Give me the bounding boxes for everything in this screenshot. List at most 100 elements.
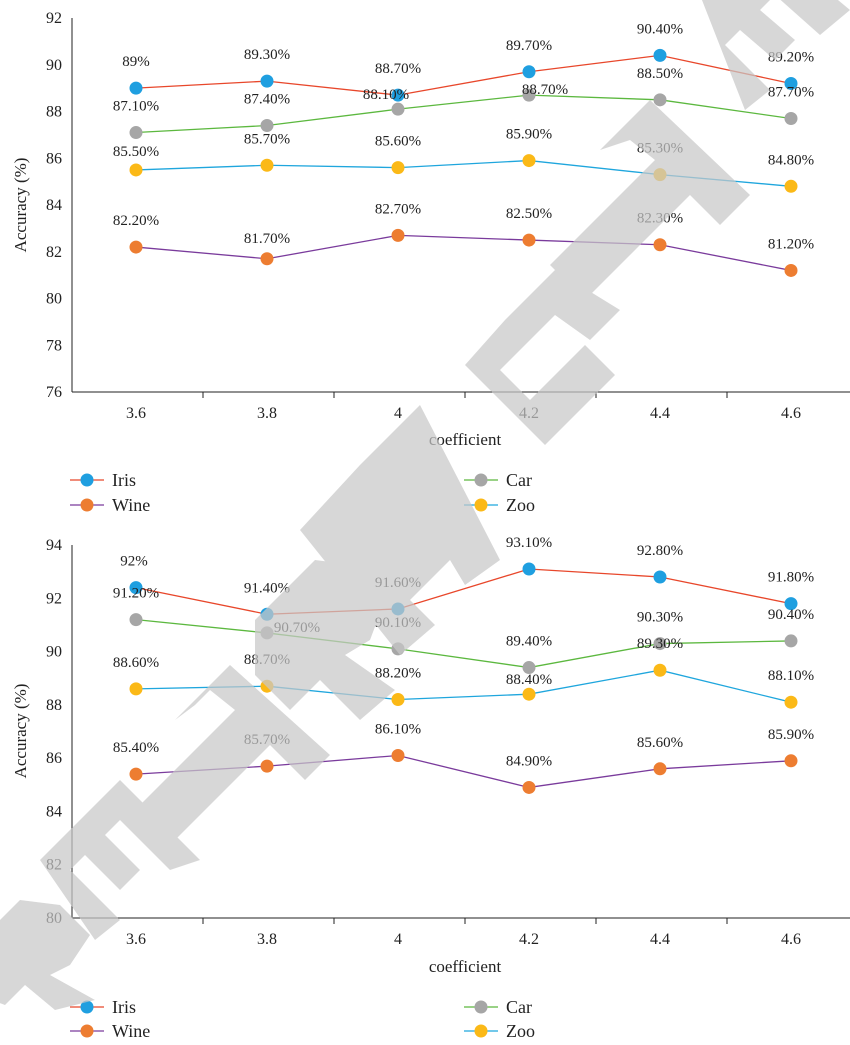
series-line-iris [135, 568, 792, 615]
y-tick-label: 78 [46, 337, 62, 354]
y-tick-label: 84 [46, 803, 62, 820]
data-point-wine [391, 748, 405, 762]
data-label-wine: 82.20% [113, 213, 159, 229]
data-label-iris: 89% [122, 54, 150, 70]
data-label-car: 87.40% [244, 92, 290, 108]
data-label-iris: 92% [120, 554, 148, 570]
series-iris: 89% 89.30%88.70%89.70%90.40%89.20% [122, 21, 814, 102]
legend-label: Iris [112, 470, 136, 490]
data-label-zoo: 88.40% [506, 672, 552, 688]
data-point-car [522, 661, 536, 675]
legend-marker [474, 1024, 488, 1038]
data-point-zoo [391, 161, 405, 175]
data-label-zoo: 85.90% [506, 127, 552, 143]
watermark-glyph [465, 270, 620, 445]
data-point-iris [129, 81, 143, 95]
data-point-car [784, 112, 798, 126]
data-label-car: 90.30% [637, 610, 683, 626]
chart-panel-1: 7678808284868890923.63.844.24.44.6coeffi… [11, 10, 850, 515]
legend-marker [80, 498, 94, 512]
x-axis-label: coefficient [429, 430, 502, 449]
x-tick-label: 3.6 [126, 931, 146, 948]
data-label-iris: 91.80% [768, 570, 814, 586]
data-label-wine: 81.70% [244, 231, 290, 247]
legend-label: Car [506, 470, 532, 490]
y-axis-label: Accuracy (%) [11, 158, 30, 253]
data-label-wine: 85.40% [113, 740, 159, 756]
data-point-car [129, 126, 143, 140]
data-label-car: 89.40% [506, 634, 552, 650]
series-line-car [135, 618, 792, 669]
data-point-wine [784, 754, 798, 768]
legend-marker [474, 498, 488, 512]
data-label-wine: 86.10% [375, 721, 421, 737]
y-tick-label: 76 [46, 384, 62, 401]
data-point-zoo [522, 154, 536, 168]
chart-panel-2: 80828486889092943.63.844.24.44.6coeffici… [11, 535, 850, 1041]
data-point-wine [391, 228, 405, 242]
data-point-zoo [129, 682, 143, 696]
data-label-iris: 92.80% [637, 543, 683, 559]
series-car: 87.10% 87.40% 88.10% 88.70% 88.50% 87.70% [113, 66, 814, 140]
x-tick-label: 3.6 [126, 405, 146, 422]
data-label-wine: 84.90% [506, 753, 552, 769]
data-label-zoo: 88.20% [375, 666, 421, 682]
data-label-iris: 88.70% [375, 61, 421, 77]
data-point-iris [260, 74, 274, 88]
data-label-iris: 89.30% [244, 47, 290, 63]
data-point-iris [784, 76, 798, 90]
data-label-wine: 81.20% [768, 236, 814, 252]
legend-label: Iris [112, 997, 136, 1017]
data-label-zoo: 85.70% [244, 131, 290, 147]
legend-label: Wine [112, 495, 150, 515]
data-label-car: 87.70% [768, 85, 814, 101]
data-label-zoo: 88.60% [113, 655, 159, 671]
legend-marker [474, 1000, 488, 1014]
legend-label: Car [506, 997, 532, 1017]
x-tick-label: 4 [394, 405, 402, 422]
data-point-wine [784, 263, 798, 277]
y-tick-label: 90 [46, 57, 62, 74]
x-axis-label: coefficient [429, 957, 502, 976]
data-point-zoo [260, 158, 274, 172]
data-point-iris [522, 65, 536, 79]
y-tick-label: 82 [46, 244, 62, 261]
y-tick-label: 92 [46, 10, 62, 27]
data-point-wine [522, 780, 536, 794]
data-point-car [784, 634, 798, 648]
data-label-zoo: 84.80% [768, 152, 814, 168]
data-point-wine [653, 762, 667, 776]
data-label-car: 87.10% [113, 99, 159, 115]
data-point-wine [522, 233, 536, 247]
legend-item-wine: Wine [70, 495, 150, 515]
data-point-zoo [784, 179, 798, 193]
y-tick-label: 92 [46, 590, 62, 607]
data-label-zoo: 89.30% [637, 636, 683, 652]
x-tick-label: 4 [394, 931, 402, 948]
data-label-iris: 90.40% [637, 21, 683, 37]
data-point-car [522, 88, 536, 102]
x-tick-label: 4.4 [650, 931, 670, 948]
y-tick-label: 90 [46, 644, 62, 661]
y-tick-label: 84 [46, 197, 62, 214]
legend-label: Zoo [506, 1021, 535, 1041]
series-zoo: 88.60%88.70%88.20%88.40%89.30%88.10% [113, 636, 814, 709]
retracted-watermark [0, 0, 850, 1010]
series-line-car [135, 94, 792, 134]
data-point-iris [653, 570, 667, 584]
data-point-iris [391, 88, 405, 102]
data-label-wine: 82.70% [375, 201, 421, 217]
data-point-wine [129, 240, 143, 254]
series-iris: 92%91.40%91.60%93.10%92.80%91.80% [120, 535, 814, 621]
watermark-glyph [300, 405, 500, 655]
legend-item-iris: Iris [70, 470, 136, 490]
y-tick-label: 88 [46, 697, 62, 714]
data-point-wine [129, 767, 143, 781]
data-label-zoo: 88.10% [768, 668, 814, 684]
legend-label: Wine [112, 1021, 150, 1041]
legend-item-wine: Wine [70, 1021, 150, 1041]
legend-marker [80, 1024, 94, 1038]
series-line-iris [135, 54, 792, 96]
data-point-wine [260, 759, 274, 773]
data-point-car [391, 102, 405, 116]
